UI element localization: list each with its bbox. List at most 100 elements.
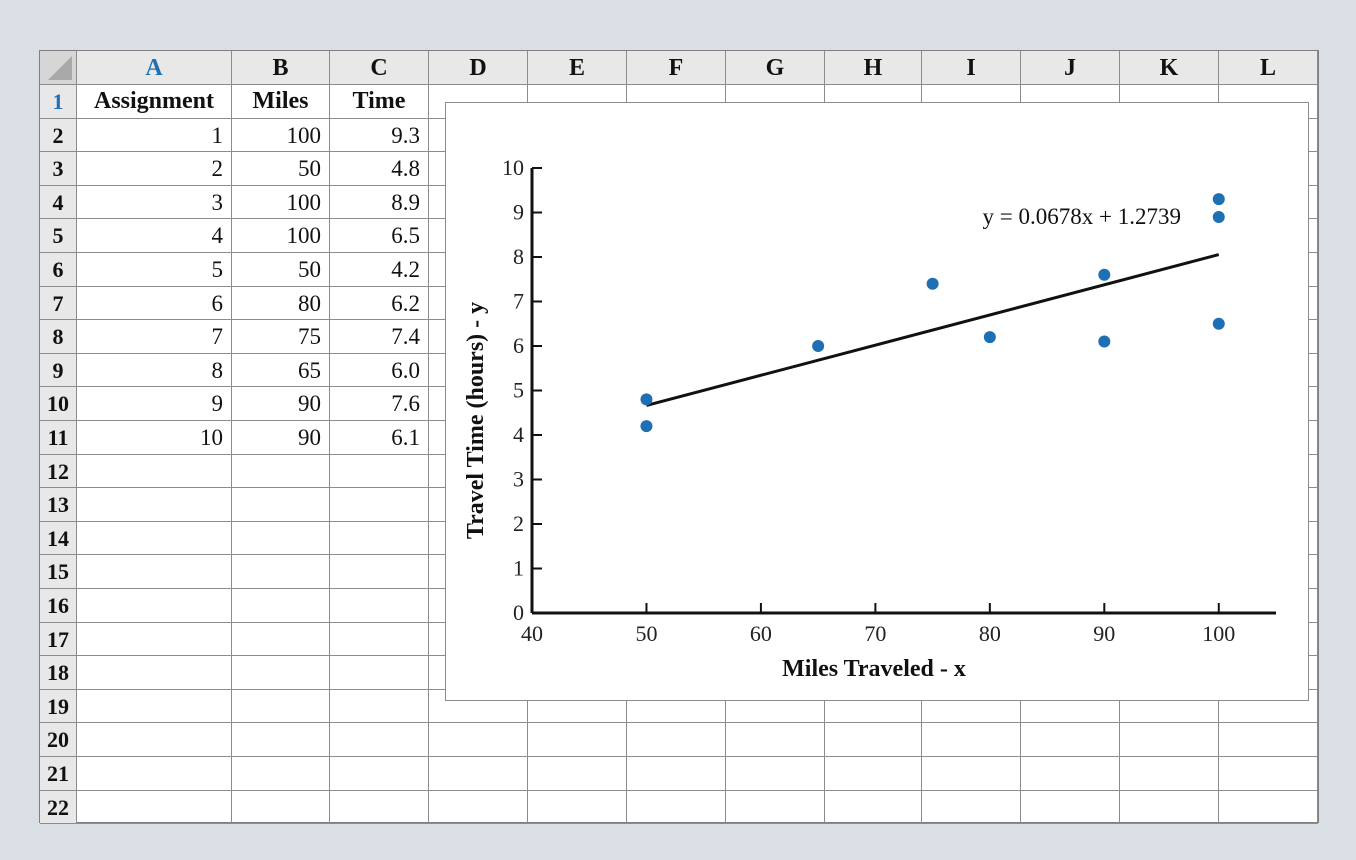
cell-k20[interactable] — [1120, 723, 1219, 757]
cell-c15[interactable] — [330, 555, 429, 589]
cell-d20[interactable] — [429, 723, 528, 757]
cell-i19[interactable] — [922, 689, 1021, 724]
row-header-17[interactable]: 17 — [40, 622, 77, 657]
cell-e19[interactable] — [528, 689, 627, 724]
cell-a22[interactable] — [77, 790, 232, 825]
cell-i21[interactable] — [922, 757, 1021, 791]
cell-e22[interactable] — [528, 790, 627, 825]
column-header-e[interactable]: E — [528, 51, 627, 85]
cell-b22[interactable] — [232, 790, 330, 825]
row-header-3[interactable]: 3 — [40, 152, 77, 186]
cell-j20[interactable] — [1021, 723, 1120, 757]
cell-c2[interactable]: 9.3 — [330, 118, 429, 153]
row-header-9[interactable]: 9 — [40, 353, 77, 388]
cell-g20[interactable] — [726, 723, 825, 757]
row-header-10[interactable]: 10 — [40, 387, 77, 421]
cell-l20[interactable] — [1219, 723, 1318, 757]
cell-f22[interactable] — [627, 790, 726, 825]
cell-l22[interactable] — [1219, 790, 1318, 825]
cell-a17[interactable] — [77, 622, 232, 657]
cell-g22[interactable] — [726, 790, 825, 825]
cell-k22[interactable] — [1120, 790, 1219, 825]
cell-a20[interactable] — [77, 723, 232, 757]
cell-b3[interactable]: 50 — [232, 152, 330, 186]
column-header-l[interactable]: L — [1219, 51, 1318, 85]
row-header-21[interactable]: 21 — [40, 757, 77, 791]
cell-f21[interactable] — [627, 757, 726, 791]
cell-c19[interactable] — [330, 689, 429, 724]
cell-g21[interactable] — [726, 757, 825, 791]
cell-h20[interactable] — [825, 723, 922, 757]
cell-c7[interactable]: 6.2 — [330, 286, 429, 321]
cell-c6[interactable]: 4.2 — [330, 253, 429, 287]
cell-b5[interactable]: 100 — [232, 219, 330, 253]
cell-c5[interactable]: 6.5 — [330, 219, 429, 253]
cell-b16[interactable] — [232, 589, 330, 623]
cell-a21[interactable] — [77, 757, 232, 791]
row-header-20[interactable]: 20 — [40, 723, 77, 757]
column-header-b[interactable]: B — [232, 51, 330, 85]
cell-d22[interactable] — [429, 790, 528, 825]
cell-a3[interactable]: 2 — [77, 152, 232, 186]
cell-a5[interactable]: 4 — [77, 219, 232, 253]
cell-l21[interactable] — [1219, 757, 1318, 791]
cell-c14[interactable] — [330, 521, 429, 556]
cell-l19[interactable] — [1219, 689, 1318, 724]
cell-b9[interactable]: 65 — [232, 353, 330, 388]
cell-a4[interactable]: 3 — [77, 185, 232, 220]
row-header-1[interactable]: 1 — [40, 85, 77, 119]
cell-b4[interactable]: 100 — [232, 185, 330, 220]
cell-f20[interactable] — [627, 723, 726, 757]
cell-a7[interactable]: 6 — [77, 286, 232, 321]
cell-b15[interactable] — [232, 555, 330, 589]
cell-a8[interactable]: 7 — [77, 320, 232, 354]
cell-g19[interactable] — [726, 689, 825, 724]
cell-a19[interactable] — [77, 689, 232, 724]
row-header-18[interactable]: 18 — [40, 656, 77, 690]
row-header-13[interactable]: 13 — [40, 488, 77, 522]
row-header-15[interactable]: 15 — [40, 555, 77, 589]
column-header-a[interactable]: A — [77, 51, 232, 85]
cell-c22[interactable] — [330, 790, 429, 825]
cell-b10[interactable]: 90 — [232, 387, 330, 421]
cell-b21[interactable] — [232, 757, 330, 791]
row-header-19[interactable]: 19 — [40, 689, 77, 724]
cell-c18[interactable] — [330, 656, 429, 690]
cell-c20[interactable] — [330, 723, 429, 757]
cell-h21[interactable] — [825, 757, 922, 791]
column-header-f[interactable]: F — [627, 51, 726, 85]
cell-b11[interactable]: 90 — [232, 421, 330, 455]
column-header-j[interactable]: J — [1021, 51, 1120, 85]
cell-a6[interactable]: 5 — [77, 253, 232, 287]
row-header-12[interactable]: 12 — [40, 454, 77, 489]
cell-b2[interactable]: 100 — [232, 118, 330, 153]
cell-j21[interactable] — [1021, 757, 1120, 791]
cell-e20[interactable] — [528, 723, 627, 757]
cell-c16[interactable] — [330, 589, 429, 623]
cell-a9[interactable]: 8 — [77, 353, 232, 388]
row-header-6[interactable]: 6 — [40, 253, 77, 287]
cell-b1[interactable]: Miles — [232, 85, 330, 119]
cell-b17[interactable] — [232, 622, 330, 657]
row-header-16[interactable]: 16 — [40, 589, 77, 623]
row-header-2[interactable]: 2 — [40, 118, 77, 153]
select-all-corner[interactable] — [40, 51, 77, 85]
cell-i22[interactable] — [922, 790, 1021, 825]
cell-c13[interactable] — [330, 488, 429, 522]
scatter-chart[interactable]: 0 1 2 3 4 5 6 7 8 9 10 40 50 60 70 80 90 100 Miles Travele… — [445, 102, 1309, 701]
cell-c12[interactable] — [330, 454, 429, 489]
row-header-7[interactable]: 7 — [40, 286, 77, 321]
row-header-5[interactable]: 5 — [40, 219, 77, 253]
cell-c8[interactable]: 7.4 — [330, 320, 429, 354]
cell-c1[interactable]: Time — [330, 85, 429, 119]
cell-c11[interactable]: 6.1 — [330, 421, 429, 455]
cell-c4[interactable]: 8.9 — [330, 185, 429, 220]
cell-b20[interactable] — [232, 723, 330, 757]
cell-b8[interactable]: 75 — [232, 320, 330, 354]
cell-a16[interactable] — [77, 589, 232, 623]
cell-e21[interactable] — [528, 757, 627, 791]
cell-a1[interactable]: Assignment — [77, 85, 232, 119]
cell-b18[interactable] — [232, 656, 330, 690]
row-header-14[interactable]: 14 — [40, 521, 77, 556]
cell-j22[interactable] — [1021, 790, 1120, 825]
